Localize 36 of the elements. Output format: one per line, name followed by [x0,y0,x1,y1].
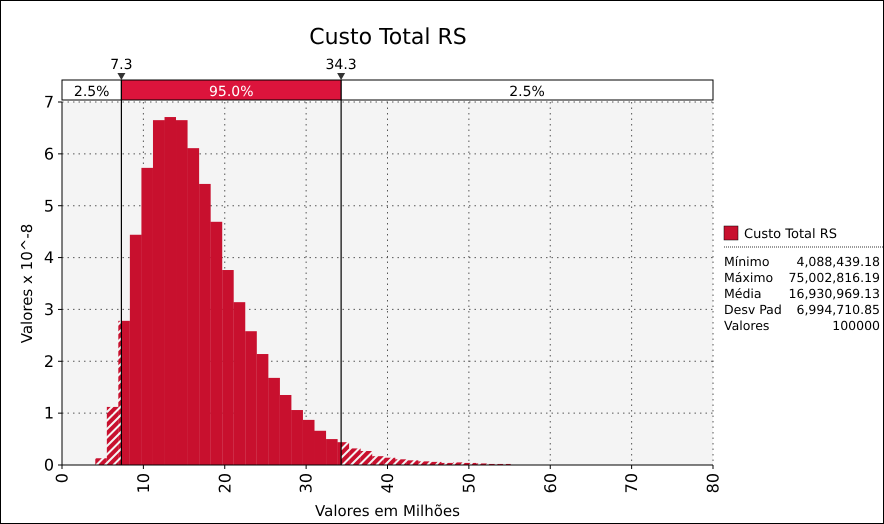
y-tick-label: 0 [44,456,54,475]
x-tick-label: 50 [459,473,478,494]
ref-line-label: 7.3 [110,57,133,73]
x-tick-label: 80 [704,473,723,494]
text: 6,994,710.85 [796,302,880,317]
text: Mínimo [724,254,770,269]
x-tick-label: 40 [378,473,398,494]
text: Desv Pad [724,302,782,317]
y-tick-label: 6 [44,144,54,164]
chart-title: Custo Total RS [309,25,467,50]
x-tick-label: 20 [215,473,234,494]
text: Máximo [724,270,774,285]
text: 75,002,816.19 [788,270,880,285]
x-tick-label: 0 [52,473,72,484]
text: Valores [724,318,770,333]
text: Média [724,286,762,301]
x-tick-label: 30 [296,473,316,494]
x-axis-title: Valores em Milhões [315,502,460,520]
legend-label: Custo Total RS [744,227,838,242]
text: 2.5% [509,84,545,100]
x-tick-label: 60 [540,473,560,494]
ref-line-label: 34.3 [326,57,357,73]
y-tick-label: 1 [44,404,54,423]
x-tick-label: 70 [622,473,642,494]
y-tick-label: 5 [44,196,54,216]
text: 95.0% [209,84,254,100]
text: 4,088,439.18 [796,254,880,269]
y-tick-label: 3 [44,300,54,320]
y-tick-label: 7 [44,92,54,112]
y-tick-label: 2 [44,352,54,371]
y-axis-title: Valores x 10^-8 [18,224,36,344]
text: 16,930,969.13 [788,286,880,301]
y-tick-label: 4 [44,248,54,268]
text: 2.5% [74,84,110,100]
text: 100000 [832,318,880,333]
x-tick-label: 10 [134,473,153,494]
